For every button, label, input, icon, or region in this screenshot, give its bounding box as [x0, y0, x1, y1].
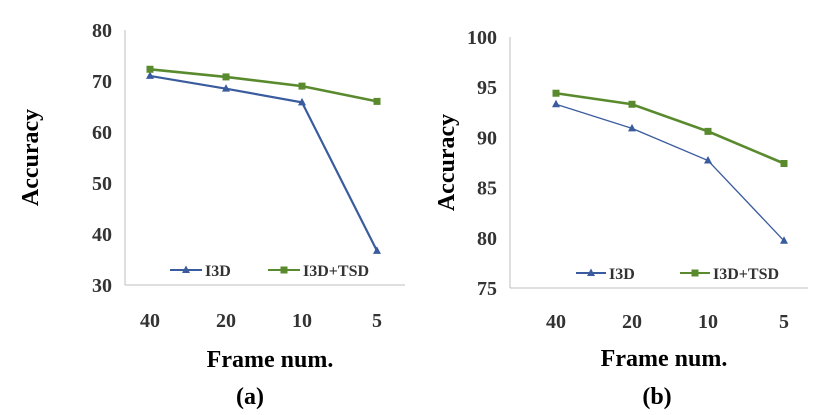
y-tick-label: 80	[92, 20, 112, 42]
x-tick-label: 20	[622, 311, 642, 333]
y-tick-label: 100	[467, 27, 497, 49]
legend-entry: I3D+TSD	[680, 266, 779, 283]
y-tick-label: 90	[477, 127, 497, 149]
x-tick-label: 40	[546, 311, 566, 333]
data-point-square-marker	[552, 89, 560, 97]
legend-entry: I3D	[170, 263, 231, 280]
legend-triangle-marker	[587, 268, 595, 276]
legend-label: I3D	[205, 263, 231, 280]
x-tick-label: 20	[216, 310, 236, 332]
y-tick-label: 70	[92, 71, 112, 93]
x-tick-label: 5	[779, 311, 789, 333]
y-tick-label: 85	[477, 178, 497, 200]
legend-triangle-marker	[182, 265, 190, 273]
legend-label: I3D+TSD	[303, 263, 369, 280]
data-point-square-marker	[704, 127, 712, 135]
x-axis-title: Frame num.	[207, 347, 334, 373]
data-point-triangle-marker	[222, 84, 230, 92]
data-point-square-marker	[780, 160, 788, 168]
series-i3d	[552, 99, 788, 244]
series-i3d	[146, 71, 381, 254]
chart-panel-1: 30 40 50 60 70 80 40 20 10 5 Frame num. Accuracy (a)…	[18, 20, 405, 410]
legend-entry: I3D+TSD	[268, 263, 369, 280]
series-i3d-tsd	[552, 89, 788, 168]
y-axis-title: Accuracy	[18, 109, 44, 206]
data-point-triangle-marker	[704, 155, 712, 164]
y-tick-label: 30	[92, 275, 112, 297]
legend-label: I3D	[609, 266, 635, 283]
data-point-triangle-marker	[628, 123, 636, 132]
data-point-square-marker	[373, 97, 381, 105]
x-tick-label: 10	[698, 311, 718, 333]
data-point-square-marker	[628, 100, 636, 108]
y-axis-title: Accuracy	[434, 114, 460, 211]
data-point-square-marker	[146, 65, 154, 73]
data-point-triangle-marker	[373, 246, 381, 254]
series-line	[149, 67, 378, 103]
data-point-square-marker	[298, 82, 306, 90]
y-tick-label: 40	[92, 224, 112, 246]
legend-square-marker	[691, 269, 699, 277]
data-point-triangle-marker	[146, 71, 154, 79]
y-tick-label: 80	[477, 228, 497, 250]
data-point-triangle-marker	[552, 99, 560, 108]
x-tick-label: 5	[372, 310, 382, 332]
legend-entry: I3D	[576, 266, 635, 283]
panel-label: (b)	[642, 384, 671, 410]
series-i3d-tsd	[146, 65, 381, 105]
series-line	[555, 91, 785, 165]
y-tick-label: 95	[477, 77, 497, 99]
data-point-triangle-marker	[780, 236, 788, 244]
legend-square-marker	[280, 266, 288, 274]
chart-panel-2: 75 80 85 90 95 100 40 20 10 5 Frame num. Accuracy (b…	[434, 27, 808, 410]
legend-label: I3D+TSD	[713, 266, 779, 283]
x-tick-label: 40	[140, 310, 160, 332]
y-tick-label: 75	[477, 278, 497, 300]
panel-label: (a)	[236, 384, 264, 410]
y-tick-label: 60	[92, 122, 112, 144]
x-tick-label: 10	[292, 310, 312, 332]
data-point-square-marker	[222, 73, 230, 81]
series-line	[555, 103, 785, 242]
x-axis-title: Frame num.	[601, 346, 728, 372]
series-line	[149, 74, 378, 252]
y-tick-label: 50	[92, 173, 112, 195]
data-point-triangle-marker	[298, 97, 306, 106]
